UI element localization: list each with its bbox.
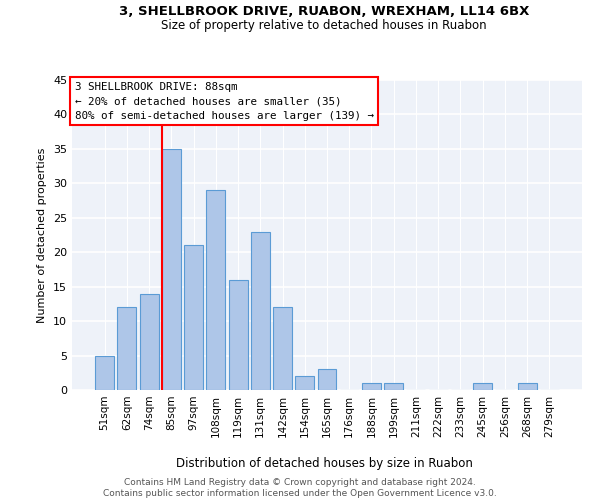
Bar	[384, 383, 403, 390]
Text: Contains HM Land Registry data © Crown copyright and database right 2024.
Contai: Contains HM Land Registry data © Crown c…	[103, 478, 497, 498]
Bar	[251, 232, 270, 390]
Bar	[95, 356, 114, 390]
Bar	[229, 280, 248, 390]
Bar	[162, 149, 181, 390]
Bar	[206, 190, 225, 390]
Bar	[317, 370, 337, 390]
Bar	[295, 376, 314, 390]
Bar	[518, 383, 536, 390]
Text: 3, SHELLBROOK DRIVE, RUABON, WREXHAM, LL14 6BX: 3, SHELLBROOK DRIVE, RUABON, WREXHAM, LL…	[119, 5, 529, 18]
Bar	[118, 308, 136, 390]
Bar	[362, 383, 381, 390]
Text: Distribution of detached houses by size in Ruabon: Distribution of detached houses by size …	[176, 458, 472, 470]
Bar	[273, 308, 292, 390]
Text: 3 SHELLBROOK DRIVE: 88sqm
← 20% of detached houses are smaller (35)
80% of semi-: 3 SHELLBROOK DRIVE: 88sqm ← 20% of detac…	[74, 82, 374, 121]
Y-axis label: Number of detached properties: Number of detached properties	[37, 148, 47, 322]
Bar	[140, 294, 158, 390]
Bar	[184, 246, 203, 390]
Text: Size of property relative to detached houses in Ruabon: Size of property relative to detached ho…	[161, 19, 487, 32]
Bar	[473, 383, 492, 390]
